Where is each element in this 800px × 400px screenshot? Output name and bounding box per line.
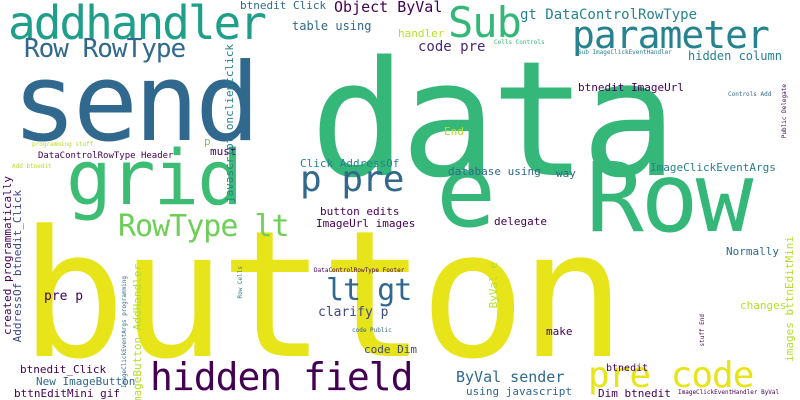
word: send: [12, 41, 260, 166]
word: Row: [586, 142, 753, 254]
word: btnedit_Click: [20, 363, 107, 376]
word: AddressOf btnedit_Click: [11, 190, 24, 343]
word: images bttnEditMini: [783, 236, 796, 362]
word: Row Cells: [237, 266, 244, 299]
word: RowType lt: [118, 209, 290, 244]
word: grid: [66, 133, 243, 222]
word: btnedit ImageUrl: [578, 81, 684, 94]
word: using javascript: [466, 385, 572, 398]
word: hidden field: [150, 355, 414, 399]
word: data: [310, 26, 677, 213]
word: Public Delegate: [781, 84, 788, 139]
word: button: [20, 193, 626, 398]
word: table using: [292, 19, 372, 33]
word: code Dim: [364, 343, 417, 356]
word: addhandler: [8, 0, 267, 50]
word: button edits: [320, 205, 400, 218]
word: p: [204, 135, 211, 148]
word: Object ByVal: [334, 0, 443, 16]
word: ImageUrl images: [316, 217, 416, 230]
word: javascript onclientclick: [223, 44, 236, 203]
word: Controls Add: [728, 91, 772, 98]
word: End: [444, 125, 464, 138]
word: pre p: [44, 289, 84, 304]
word: lt gt: [326, 273, 412, 308]
word: ByVal e: [487, 262, 500, 309]
word: Normally: [726, 245, 779, 258]
word: DataControlRowType Header: [38, 151, 174, 161]
word: code pre: [418, 39, 486, 55]
word: bttnEditMini gif: [14, 387, 120, 400]
word: parameter: [572, 13, 770, 57]
word: ImageClickEventArgs: [650, 161, 776, 174]
word: pre code: [588, 355, 754, 396]
word: p pre: [300, 159, 404, 200]
word: programming stuff: [32, 141, 94, 148]
word: Sub: [448, 0, 522, 47]
word: Sub ImageClickEventHandler: [578, 49, 672, 56]
word: handler: [398, 27, 445, 40]
word: hidden column: [688, 49, 782, 63]
word: ImageButton AddHandler: [131, 264, 144, 400]
word: database using: [448, 165, 541, 178]
word: DataControlRowType Footer: [314, 267, 405, 274]
word: Click AddressOf: [300, 157, 400, 170]
word: Row RowType: [24, 34, 186, 64]
word: clarify p: [318, 305, 389, 320]
word: changes: [740, 299, 787, 312]
word: delegate: [494, 215, 547, 228]
word: Dim btnedit: [598, 387, 671, 400]
word: btnedit Click: [240, 0, 327, 12]
word: btnedit: [606, 363, 649, 374]
word: must: [210, 145, 237, 158]
word: ImageClickEventArgs programming: [121, 276, 128, 388]
word: stuff End: [699, 314, 706, 347]
word: gt DataControlRowType: [520, 7, 698, 23]
word: way: [556, 167, 576, 180]
word: Cells Controls: [494, 39, 545, 46]
word: New ImageButton: [36, 375, 136, 388]
word: e: [436, 133, 497, 250]
word: code Public: [352, 327, 392, 334]
word: ByVal sender: [456, 368, 565, 386]
word: make: [546, 325, 573, 338]
word: Add btnedit: [12, 163, 52, 170]
word: ImageClickEventHandler ByVal: [678, 389, 780, 396]
